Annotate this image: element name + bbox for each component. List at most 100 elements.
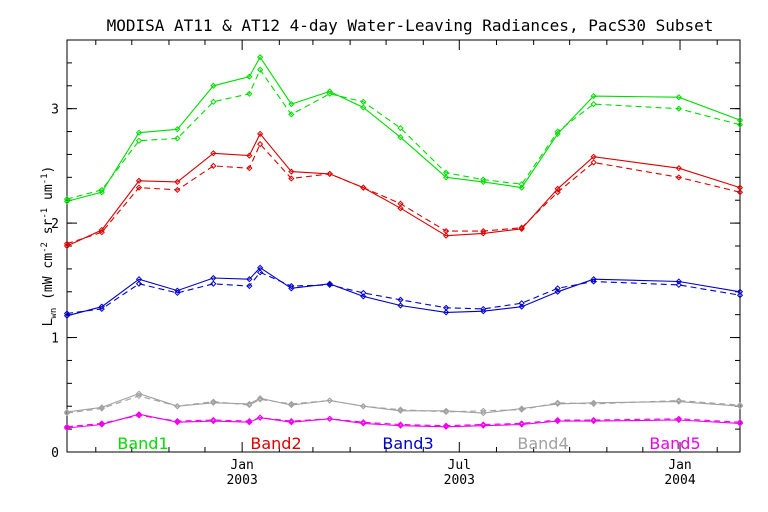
data-point <box>736 121 744 128</box>
series-line <box>66 271 741 315</box>
y-tick-label: 3 <box>51 103 59 118</box>
data-point <box>397 205 404 212</box>
data-point <box>397 406 404 413</box>
y-axis-label-mid1: sr <box>41 218 56 242</box>
data-point <box>675 415 682 422</box>
data-point <box>246 401 253 409</box>
data-point <box>210 416 217 424</box>
data-point <box>736 419 744 426</box>
data-point <box>63 310 71 317</box>
data-point <box>518 405 525 412</box>
series-band2-at11 <box>63 130 744 250</box>
series-band5-at12 <box>63 412 744 430</box>
data-point <box>442 228 450 235</box>
data-point <box>174 289 181 297</box>
y-tick-label: 1 <box>51 332 59 347</box>
data-point <box>288 400 295 408</box>
data-point <box>246 90 253 97</box>
data-point <box>174 403 181 410</box>
data-point <box>135 392 143 400</box>
data-point <box>554 288 561 295</box>
y-tick-label: 0 <box>51 446 59 461</box>
data-point <box>736 288 744 295</box>
data-point <box>135 184 143 191</box>
legend-item-band2: Band2 <box>250 434 301 453</box>
data-point <box>442 232 450 239</box>
data-point <box>480 407 487 414</box>
data-point <box>98 186 105 194</box>
data-point <box>518 181 525 188</box>
data-point <box>288 111 295 118</box>
data-point <box>257 141 264 148</box>
data-point <box>174 287 181 294</box>
legend-item-band3: Band3 <box>382 434 433 453</box>
series-line <box>66 395 741 414</box>
data-point <box>98 226 105 234</box>
series-line <box>66 413 741 429</box>
data-point <box>397 134 404 141</box>
x-tick-label-month: Jan <box>668 458 691 473</box>
data-point <box>554 189 561 196</box>
data-point <box>554 285 561 292</box>
series-line <box>66 143 741 245</box>
data-point <box>554 399 561 406</box>
legend-item-band4: Band4 <box>517 434 568 453</box>
chart-title: MODISA AT11 & AT12 4-day Water-Leaving R… <box>107 16 714 35</box>
series-band3-at11 <box>63 264 744 319</box>
data-point <box>98 305 105 313</box>
data-point <box>360 289 367 297</box>
data-point <box>518 420 525 427</box>
data-point <box>442 407 450 414</box>
x-tick-label-year: 2003 <box>226 473 257 488</box>
data-point <box>590 278 597 285</box>
data-point <box>518 224 525 231</box>
data-point <box>480 228 487 235</box>
data-point <box>554 128 561 135</box>
data-point <box>210 274 217 282</box>
data-point <box>397 125 404 132</box>
x-tick-label-year: 2003 <box>444 473 475 488</box>
series-band1-at12 <box>63 66 744 203</box>
data-point <box>174 126 181 133</box>
data-point <box>590 400 597 408</box>
data-point <box>554 185 561 192</box>
data-point <box>246 165 253 172</box>
data-point <box>326 280 333 287</box>
y-axis-label-sub: wn <box>49 308 59 319</box>
data-point <box>518 184 525 191</box>
x-tick-label-month: Jul <box>448 458 471 473</box>
data-point <box>360 419 367 426</box>
x-tick-label-year: 2004 <box>664 473 695 488</box>
data-point <box>326 88 333 95</box>
data-point <box>360 184 367 191</box>
data-point <box>480 305 487 313</box>
data-point <box>675 278 682 285</box>
data-point <box>736 401 744 409</box>
data-point <box>442 408 450 416</box>
data-point <box>246 417 253 425</box>
data-point <box>257 130 264 137</box>
data-point <box>135 280 143 287</box>
data-point <box>326 281 333 289</box>
data-point <box>135 412 143 419</box>
series-layer <box>63 54 744 432</box>
data-point <box>397 302 404 309</box>
series-line <box>66 132 741 247</box>
data-point <box>246 282 253 290</box>
data-point <box>590 92 597 100</box>
data-point <box>675 397 682 404</box>
data-point <box>590 100 597 108</box>
data-point <box>210 98 217 105</box>
data-point <box>360 98 367 105</box>
data-point <box>360 403 367 410</box>
data-point <box>246 152 253 159</box>
data-point <box>554 416 561 424</box>
data-point <box>326 397 333 404</box>
y-axis-label: Lwn (mW cm-2 sr-1 um-1) <box>40 166 59 327</box>
data-point <box>63 423 71 430</box>
data-point <box>257 54 264 61</box>
data-point <box>174 178 181 186</box>
series-line <box>66 56 741 202</box>
data-point <box>246 73 253 80</box>
